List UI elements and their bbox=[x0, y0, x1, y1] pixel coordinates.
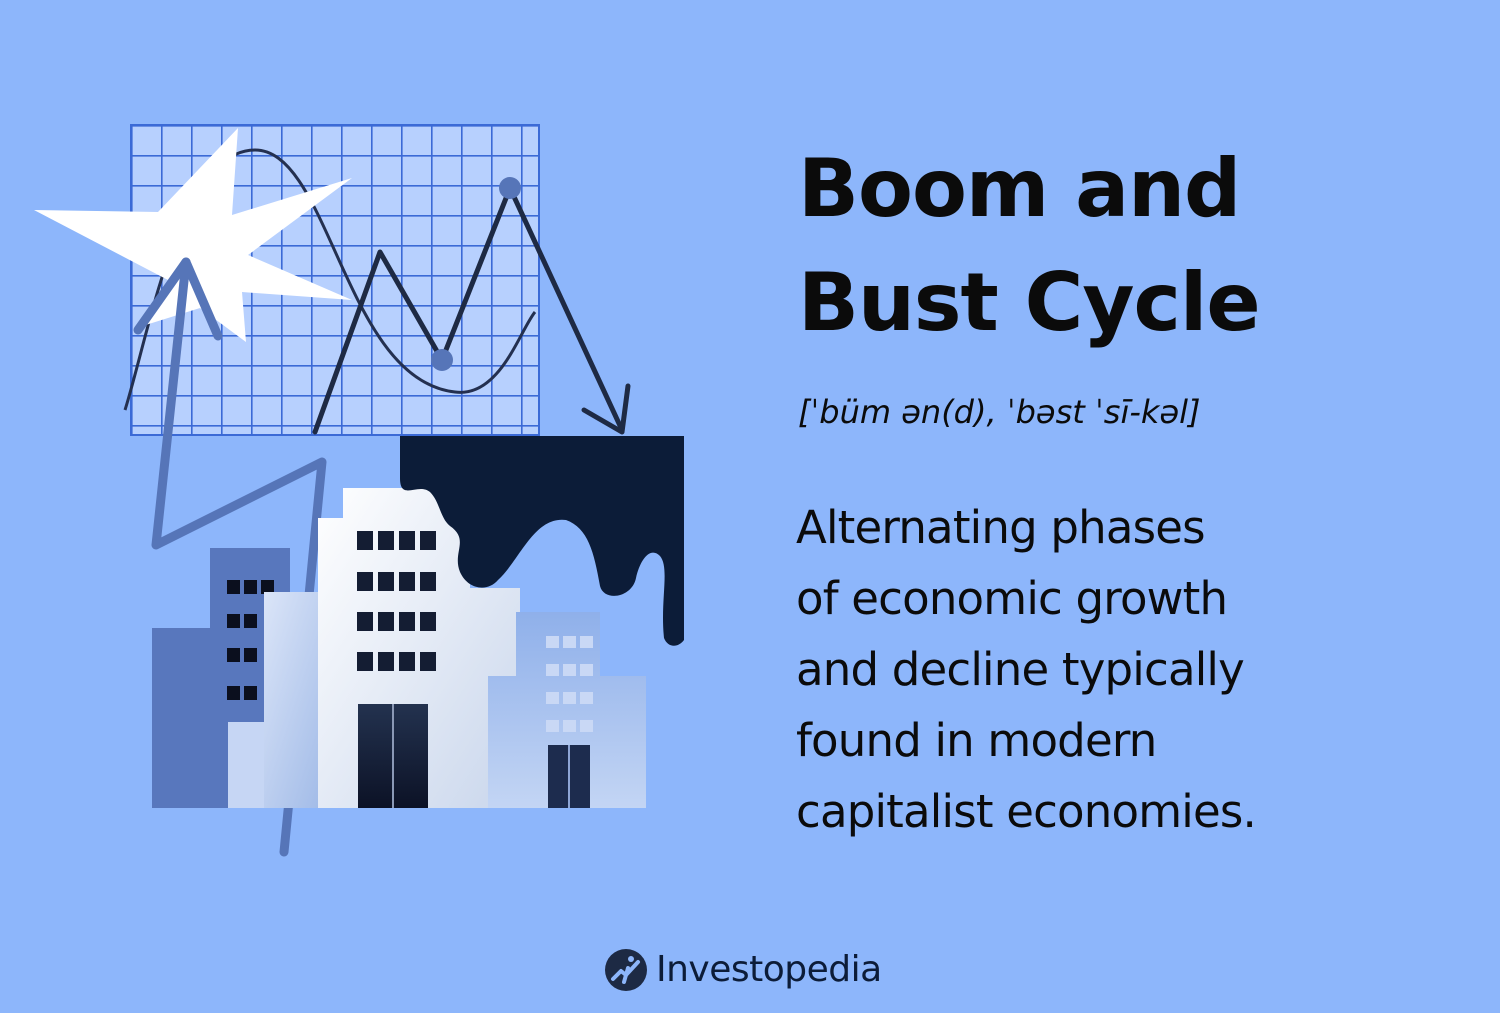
dripping-ink bbox=[400, 436, 684, 646]
definition-line: and decline typically bbox=[796, 643, 1245, 696]
investopedia-logo-icon bbox=[605, 949, 647, 991]
brand-name: Investopedia bbox=[656, 949, 882, 990]
definition-line: Alternating phases bbox=[796, 501, 1206, 554]
title-line-2: Bust Cycle bbox=[798, 256, 1261, 349]
chart-point-high bbox=[499, 177, 521, 199]
starburst-icon bbox=[34, 128, 352, 342]
definition-text: Alternating phases of economic growth an… bbox=[796, 492, 1396, 847]
brand-footer: Investopedia bbox=[604, 945, 882, 995]
definition-line: found in modern bbox=[796, 714, 1157, 767]
title-line-1: Boom and bbox=[798, 142, 1241, 235]
page-title: Boom and Bust Cycle bbox=[798, 132, 1458, 360]
building-faded-right bbox=[488, 612, 646, 808]
definition-line: of economic growth bbox=[796, 572, 1228, 625]
pronunciation: [ˈbüm ən(d), ˈbəst ˈsī-kəl] bbox=[798, 393, 1201, 431]
chart-point-low bbox=[431, 349, 453, 371]
definition-line: capitalist economies. bbox=[796, 785, 1257, 838]
boom-bust-illustration bbox=[34, 124, 684, 857]
